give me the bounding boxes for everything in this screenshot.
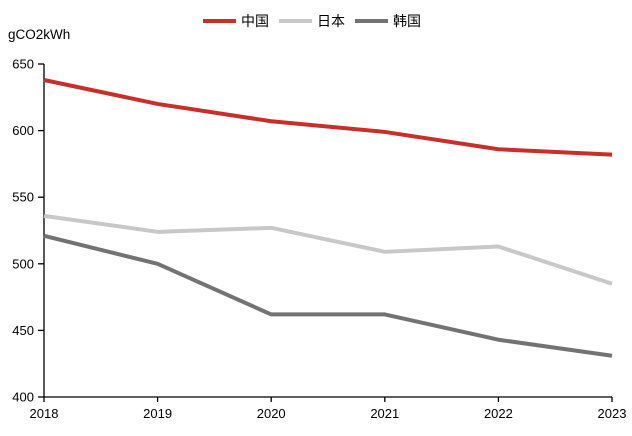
x-tick-label: 2021 xyxy=(370,406,399,421)
series-line-china xyxy=(43,78,613,157)
legend-label-china: 中国 xyxy=(241,13,269,29)
y-tick-label: 550 xyxy=(12,190,34,205)
chart-legend: 中国 日本 韩国 xyxy=(203,11,431,31)
x-tick-label: 2023 xyxy=(598,406,627,421)
legend-line-swatch-korea xyxy=(355,19,388,23)
legend-label-japan: 日本 xyxy=(317,13,345,29)
legend-item-korea: 韩国 xyxy=(355,11,421,31)
legend-line-swatch-japan xyxy=(279,19,312,23)
x-tick-label: 2022 xyxy=(484,406,513,421)
legend-item-china: 中国 xyxy=(203,11,269,31)
y-axis-unit-label: gCO2kWh xyxy=(8,27,71,42)
series-line-korea xyxy=(43,233,613,358)
legend-item-japan: 日本 xyxy=(279,11,345,31)
y-tick-label: 450 xyxy=(12,323,34,338)
x-tick-label: 2020 xyxy=(257,406,286,421)
legend-line-swatch-china xyxy=(203,19,236,23)
x-tick-label: 2018 xyxy=(30,406,59,421)
y-tick-label: 600 xyxy=(12,123,34,138)
y-tick-label: 400 xyxy=(12,390,34,405)
y-tick-label: 500 xyxy=(12,256,34,271)
x-tick-label: 2019 xyxy=(143,406,172,421)
y-tick-label: 650 xyxy=(12,57,34,72)
legend-label-korea: 韩国 xyxy=(393,13,421,29)
series-line-japan xyxy=(43,213,613,286)
